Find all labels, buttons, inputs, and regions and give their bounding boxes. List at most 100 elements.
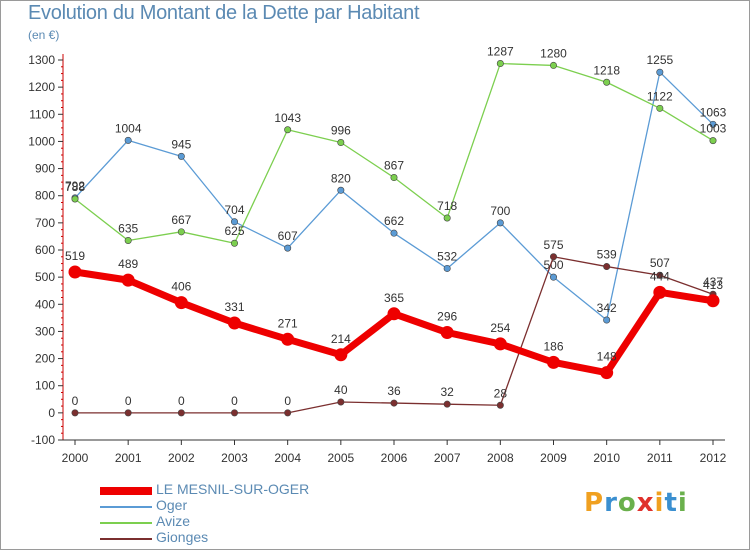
legend-swatch [100, 538, 152, 540]
y-tick-label: 800 [35, 189, 55, 203]
data-label: 704 [224, 203, 244, 217]
data-label: 532 [437, 249, 457, 263]
data-label: 575 [543, 238, 563, 252]
x-tick-label: 2008 [487, 451, 514, 465]
data-point [390, 174, 398, 182]
data-label: 718 [437, 199, 457, 213]
data-label: 1122 [647, 89, 673, 103]
data-label: 0 [125, 394, 132, 408]
x-tick-label: 2012 [700, 451, 727, 465]
logo-letter: i [654, 488, 665, 518]
y-tick-label: 100 [35, 379, 55, 393]
data-label: 365 [384, 291, 404, 305]
data-point [231, 239, 239, 247]
logo-letter: P [584, 488, 605, 518]
y-tick-label: 900 [35, 162, 55, 176]
data-label: 635 [118, 222, 138, 236]
data-point [228, 316, 241, 330]
legend-label: Gionges [156, 529, 209, 545]
logo-letter: t [664, 488, 678, 518]
data-label: 342 [597, 301, 617, 315]
data-label: 539 [597, 248, 617, 262]
data-label: 437 [703, 275, 723, 289]
data-label: 186 [543, 339, 563, 353]
logo-letter: x [636, 488, 655, 518]
data-label: 214 [331, 332, 351, 346]
y-tick-label: 1000 [28, 134, 55, 148]
data-label: 406 [171, 280, 191, 294]
chart-title: Evolution du Montant de la Dette par Hab… [28, 2, 420, 24]
data-label: 0 [72, 394, 79, 408]
legend-swatch [100, 506, 152, 508]
legend-label: LE MESNIL-SUR-OGER [156, 481, 310, 497]
data-point [603, 316, 611, 324]
x-tick-label: 2002 [168, 451, 195, 465]
y-unit-label: (en €) [28, 28, 60, 42]
x-tick-label: 2001 [115, 451, 142, 465]
data-point [493, 337, 507, 351]
legend-label: Oger [156, 497, 188, 513]
data-label: 148 [597, 350, 617, 364]
data-label: 331 [224, 300, 244, 314]
data-label: 792 [65, 179, 85, 193]
data-point [390, 229, 398, 237]
data-point [284, 409, 292, 417]
data-point [653, 285, 667, 299]
proxiti-logo: Proxiti [584, 488, 688, 518]
data-point [177, 152, 185, 160]
data-label: 296 [437, 310, 457, 324]
data-point [281, 332, 295, 346]
data-label: 444 [650, 269, 670, 283]
logo-letter: r [604, 488, 618, 518]
data-point [443, 214, 451, 222]
y-tick-label: 400 [35, 297, 55, 311]
data-point [656, 68, 664, 76]
data-point [124, 409, 132, 417]
data-label: 700 [490, 204, 510, 218]
logo-letter: o [617, 488, 637, 518]
data-point [337, 398, 345, 406]
data-point [174, 296, 188, 310]
x-tick-label: 2000 [62, 451, 89, 465]
data-point [496, 219, 504, 227]
legend-swatch [100, 487, 152, 495]
data-point [71, 409, 79, 417]
y-tick-label: 600 [35, 243, 55, 257]
data-label: 1003 [700, 122, 727, 136]
data-label: 32 [440, 385, 454, 399]
data-label: 1287 [487, 45, 514, 59]
data-point [284, 244, 292, 252]
data-point [603, 263, 611, 271]
data-label: 667 [171, 213, 191, 227]
data-point [443, 264, 451, 272]
data-point [496, 401, 504, 409]
data-label: 662 [384, 214, 404, 228]
data-label: 519 [65, 249, 85, 263]
data-label: 489 [118, 257, 138, 271]
y-tick-label: 0 [48, 406, 55, 420]
data-label: 413 [703, 278, 723, 292]
data-label: 0 [231, 394, 238, 408]
data-label: 507 [650, 256, 670, 270]
data-label: 254 [490, 321, 510, 335]
y-tick-label: 1200 [28, 80, 55, 94]
data-point [387, 307, 401, 321]
data-point [124, 237, 132, 245]
y-tick-label: 700 [35, 216, 55, 230]
data-label: 28 [494, 386, 508, 400]
y-tick-label: 200 [35, 352, 55, 366]
x-tick-label: 2007 [434, 451, 461, 465]
data-point [709, 120, 717, 128]
y-tick-label: 500 [35, 270, 55, 284]
data-point [71, 195, 79, 203]
data-point [549, 273, 557, 281]
data-point [284, 126, 292, 134]
y-tick-label: -100 [31, 433, 55, 447]
data-point [337, 139, 345, 147]
data-label: 1255 [646, 53, 673, 67]
data-label: 625 [224, 224, 244, 238]
data-label: 40 [334, 383, 348, 397]
x-tick-label: 2004 [274, 451, 301, 465]
data-point [231, 409, 239, 417]
